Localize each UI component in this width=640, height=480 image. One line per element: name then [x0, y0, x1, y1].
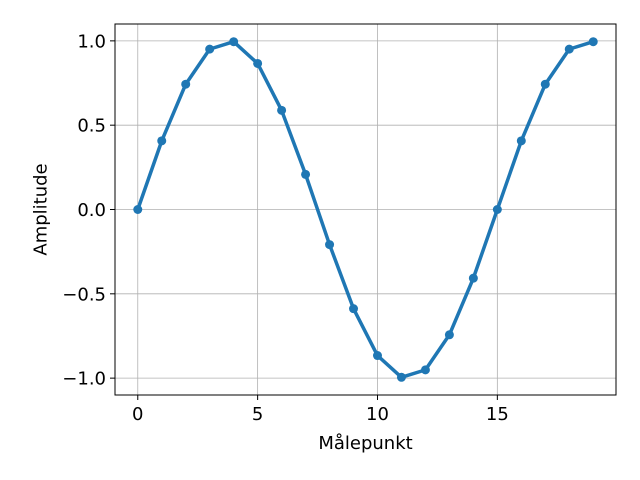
data-point [157, 136, 167, 146]
data-point [349, 304, 359, 314]
data-point [181, 79, 191, 89]
y-tick-label: 0.5 [77, 116, 106, 137]
data-point [492, 205, 502, 214]
data-point [468, 273, 478, 283]
y-tick-label: −1.0 [62, 369, 106, 390]
data-point [277, 105, 287, 115]
data-point [420, 365, 430, 375]
x-axis-label: Målepunkt [318, 433, 412, 454]
series-layer [133, 37, 598, 382]
x-tick-label: 10 [366, 404, 389, 425]
grid [115, 24, 616, 395]
y-tick-label: 0.0 [77, 200, 106, 221]
y-tick-label: −0.5 [62, 284, 106, 305]
data-point [229, 37, 239, 47]
data-point [372, 351, 382, 361]
x-tick-label: 0 [132, 404, 143, 425]
data-point [325, 240, 335, 250]
y-axis-label: Amplitude [30, 163, 51, 255]
y-tick-label: 1.0 [77, 31, 106, 52]
x-tick-label: 15 [486, 404, 509, 425]
data-point [564, 44, 574, 54]
data-point [540, 79, 550, 89]
data-point [205, 44, 215, 54]
x-tick-label: 5 [252, 404, 263, 425]
data-point [516, 136, 526, 146]
data-point [444, 330, 454, 340]
data-point [253, 58, 263, 68]
data-point [396, 372, 406, 382]
data-point [133, 205, 143, 214]
data-point [301, 169, 311, 179]
ticks: 0 5 10 15 −1.0 −0.5 0.0 0.5 1.0 [62, 31, 509, 425]
data-point [588, 37, 598, 47]
